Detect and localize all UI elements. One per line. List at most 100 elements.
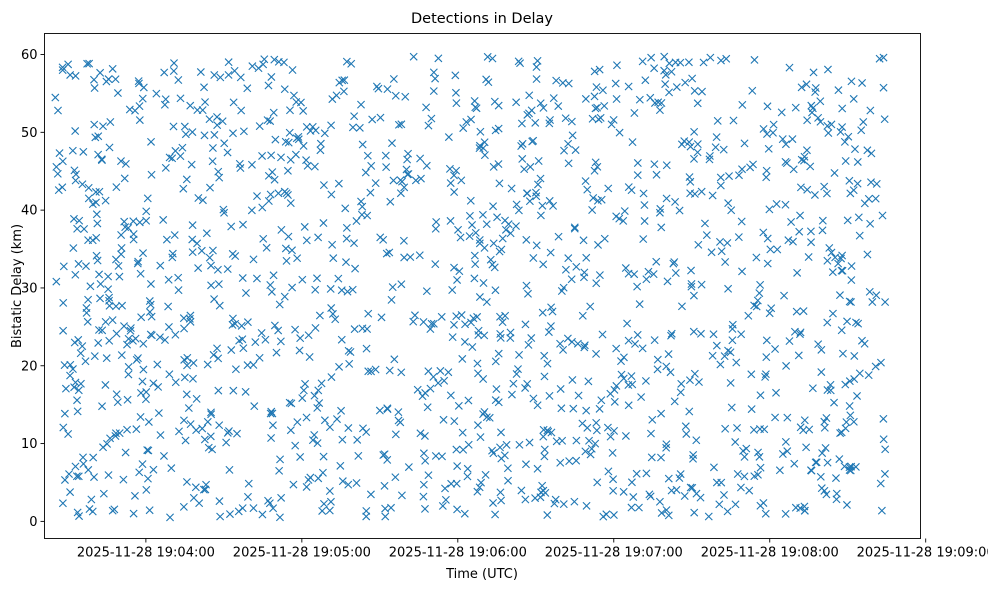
detection-marker — [705, 155, 714, 164]
detection-marker — [117, 243, 126, 252]
detection-marker — [477, 478, 486, 487]
detection-marker — [264, 496, 273, 505]
detection-marker — [804, 253, 813, 262]
detection-marker — [579, 236, 588, 245]
detection-marker — [589, 193, 598, 202]
detection-marker — [54, 106, 62, 115]
detection-marker — [71, 270, 80, 279]
detection-marker — [243, 84, 252, 93]
detection-marker — [737, 330, 746, 339]
detection-marker — [808, 384, 817, 393]
detection-marker — [767, 304, 776, 313]
detection-marker — [571, 146, 580, 155]
detection-marker — [314, 474, 323, 483]
detection-marker — [135, 218, 144, 227]
detection-marker — [363, 211, 372, 220]
detection-marker — [243, 361, 252, 370]
detection-marker — [877, 506, 886, 515]
detection-marker — [70, 166, 79, 175]
detection-marker — [828, 268, 837, 277]
detection-marker — [74, 335, 83, 344]
detection-marker — [78, 342, 87, 351]
detection-marker — [302, 156, 311, 165]
detection-marker — [872, 291, 881, 300]
detection-marker — [685, 173, 694, 182]
detection-marker — [471, 103, 480, 112]
detection-marker — [591, 439, 600, 448]
detection-marker — [205, 115, 214, 124]
detection-marker — [174, 76, 183, 85]
detection-marker — [188, 248, 197, 257]
detection-marker — [792, 307, 801, 316]
detection-marker — [506, 229, 515, 238]
detection-marker — [650, 98, 659, 107]
detection-marker — [669, 259, 678, 268]
detection-marker — [800, 416, 809, 425]
detection-marker — [139, 249, 148, 258]
detection-marker — [90, 352, 99, 361]
detection-marker — [712, 478, 721, 487]
detection-marker — [796, 183, 805, 192]
detection-marker — [627, 372, 636, 381]
detection-marker — [655, 497, 664, 506]
detection-marker — [479, 144, 488, 153]
detection-marker — [624, 183, 633, 192]
detection-marker — [504, 476, 513, 485]
detection-marker — [572, 436, 581, 445]
detection-marker — [473, 421, 482, 430]
detection-marker — [295, 346, 304, 355]
detection-marker — [846, 298, 855, 307]
detection-marker — [750, 472, 759, 481]
detection-marker — [66, 371, 75, 380]
detection-marker — [823, 318, 832, 327]
detection-marker — [337, 335, 346, 344]
detection-marker — [860, 199, 869, 208]
detection-marker — [690, 86, 699, 95]
detection-marker — [496, 428, 505, 437]
detection-marker — [229, 129, 237, 138]
detection-marker — [761, 372, 770, 381]
detection-marker — [200, 83, 209, 92]
detection-marker — [444, 133, 453, 142]
detection-marker — [817, 345, 826, 354]
detection-marker — [136, 412, 145, 421]
detection-marker — [75, 512, 84, 521]
detection-marker — [657, 409, 666, 418]
detection-marker — [507, 390, 516, 399]
detection-marker — [845, 297, 854, 306]
detection-marker — [189, 493, 198, 502]
detection-marker — [152, 89, 161, 98]
detection-marker — [823, 256, 832, 265]
detection-marker — [475, 141, 484, 150]
detection-marker — [266, 190, 275, 199]
detection-marker — [101, 380, 110, 389]
detection-marker — [570, 223, 579, 232]
detection-marker — [655, 106, 664, 115]
detection-marker — [132, 425, 141, 434]
detection-marker — [437, 312, 446, 321]
detection-marker — [52, 162, 61, 171]
detection-marker — [94, 150, 103, 159]
detection-marker — [615, 128, 624, 137]
detection-marker — [548, 307, 557, 316]
detection-marker — [838, 349, 847, 358]
detection-marker — [343, 287, 352, 296]
detection-marker — [174, 273, 183, 282]
detection-marker — [515, 440, 524, 449]
detection-marker — [342, 234, 351, 243]
detection-marker — [796, 211, 805, 220]
detection-marker — [482, 298, 491, 306]
detection-marker — [654, 98, 663, 107]
detection-marker — [689, 291, 698, 300]
detection-marker — [385, 366, 394, 375]
detection-marker — [581, 177, 590, 186]
detection-marker — [146, 300, 155, 309]
detection-marker — [288, 246, 296, 255]
detection-marker — [280, 292, 289, 301]
detection-marker — [183, 361, 192, 370]
detection-marker — [209, 350, 218, 359]
detection-marker — [186, 101, 195, 110]
detection-marker — [634, 503, 643, 512]
detection-marker — [727, 206, 736, 215]
detection-marker — [143, 446, 152, 455]
